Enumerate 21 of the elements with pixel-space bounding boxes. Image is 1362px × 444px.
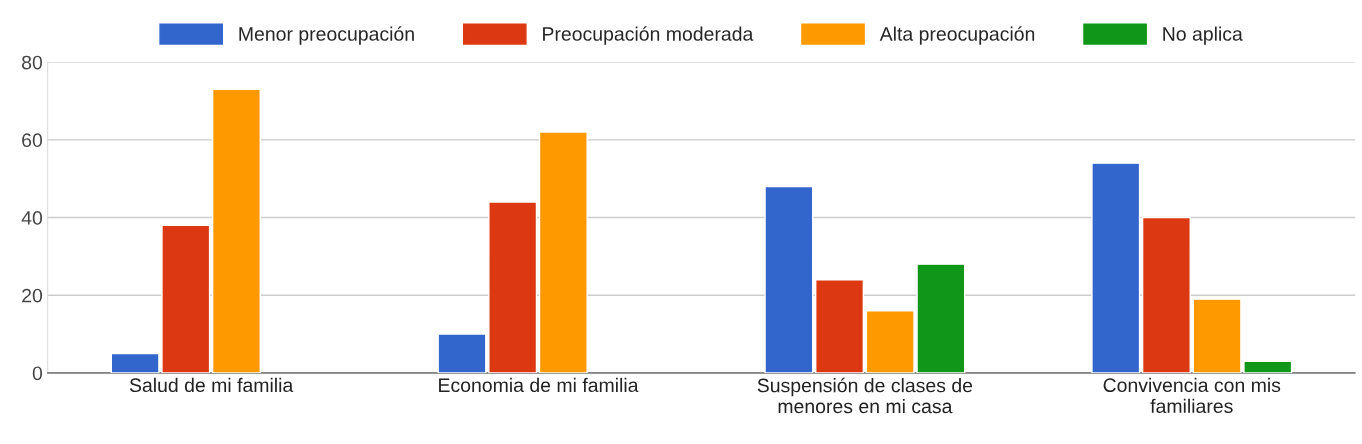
bar bbox=[538, 131, 588, 373]
bar bbox=[437, 333, 487, 373]
legend-label: Alta preocupación bbox=[879, 26, 1035, 45]
y-tick-label: 0 bbox=[32, 366, 43, 381]
x-tick-label: Salud de mi familia bbox=[129, 377, 294, 393]
y-tick-label: 80 bbox=[22, 55, 43, 70]
y-tick-label: 60 bbox=[22, 133, 43, 148]
x-tick-label: Suspensión de clases de menores en mi casa bbox=[757, 377, 973, 414]
x-tick-label: Economia de mi familia bbox=[439, 377, 639, 393]
legend-label: Preocupación moderada bbox=[543, 26, 754, 45]
bar bbox=[764, 185, 814, 373]
bar bbox=[211, 88, 261, 373]
legend-label: Menor preocupación bbox=[239, 26, 414, 45]
bar bbox=[1091, 162, 1141, 373]
x-tick-label: Convivencia con mis familiares bbox=[1103, 377, 1281, 414]
y-tick-label: 20 bbox=[22, 288, 43, 303]
bar bbox=[1141, 216, 1191, 373]
y-tick-label: 40 bbox=[21, 211, 43, 225]
bar bbox=[815, 279, 865, 373]
legend-label: No aplica bbox=[1163, 26, 1243, 45]
bar bbox=[488, 201, 538, 373]
